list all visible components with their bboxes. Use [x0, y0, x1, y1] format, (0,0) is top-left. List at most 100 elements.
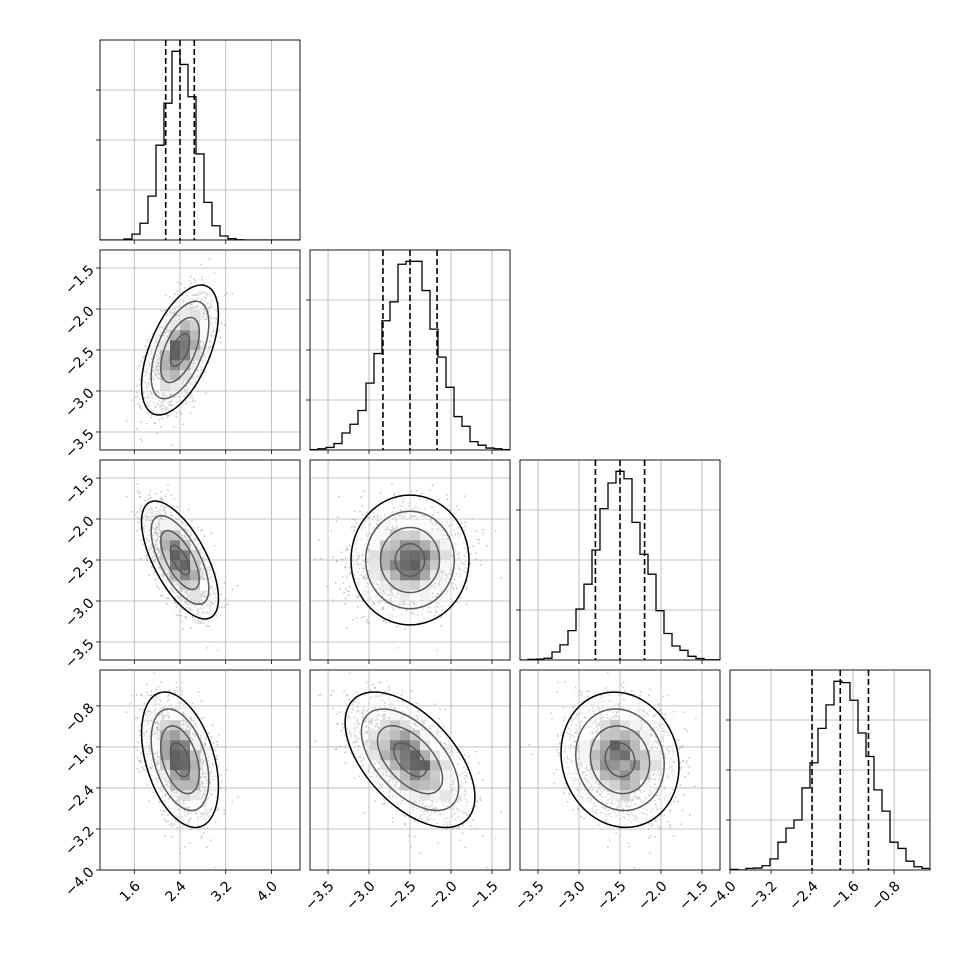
scatter-point	[161, 499, 163, 501]
scatter-point	[192, 398, 194, 400]
scatter-point	[168, 597, 170, 599]
scatter-point	[194, 400, 196, 402]
scatter-point	[174, 293, 176, 295]
scatter-point	[181, 413, 183, 415]
scatter-point	[146, 556, 148, 558]
scatter-point	[153, 571, 155, 573]
scatter-point	[174, 498, 176, 500]
scatter-point	[237, 246, 239, 248]
panel-0-0	[96, 40, 300, 244]
scatter-point	[151, 566, 153, 568]
scatter-point	[211, 532, 213, 534]
scatter-point	[198, 620, 200, 622]
scatter-point	[137, 490, 139, 492]
panel-2-1	[310, 460, 514, 664]
scatter-point	[206, 625, 208, 627]
scatter-point	[149, 575, 151, 577]
scatter-point	[237, 585, 239, 587]
scatter-point	[197, 391, 199, 393]
scatter-point	[173, 426, 175, 428]
scatter-point	[176, 506, 178, 508]
scatter-point	[220, 614, 222, 616]
scatter-point	[185, 616, 187, 618]
scatter-point	[361, 505, 363, 507]
scatter-point	[161, 310, 163, 312]
scatter-point	[167, 489, 169, 491]
scatter-point	[429, 489, 431, 491]
scatter-point	[131, 511, 133, 513]
scatter-point	[191, 394, 193, 396]
scatter-point	[141, 539, 143, 541]
scatter-point	[465, 526, 467, 528]
scatter-point	[185, 400, 187, 402]
scatter-point	[144, 345, 146, 347]
scatter-point	[140, 438, 142, 440]
scatter-point	[147, 560, 149, 562]
scatter-point	[146, 558, 148, 560]
scatter-point	[137, 516, 139, 518]
scatter-point	[161, 418, 163, 420]
scatter-point	[191, 283, 193, 285]
ytick-label-1-1: −3.0	[62, 385, 97, 420]
scatter-point	[224, 324, 226, 326]
scatter-point	[177, 282, 179, 284]
scatter-point	[140, 421, 142, 423]
scatter-point	[171, 444, 173, 446]
scatter-point	[203, 623, 205, 625]
scatter-point	[136, 530, 138, 532]
scatter-point	[177, 290, 179, 292]
scatter-point	[220, 337, 222, 339]
panel-2-0: −3.5−3.0−2.5−2.0−1.5	[62, 460, 300, 672]
ytick-label-1-0: −3.5	[62, 426, 97, 461]
scatter-point	[141, 440, 143, 442]
scatter-point	[144, 500, 146, 502]
scatter-point	[200, 530, 202, 532]
scatter-point	[193, 278, 195, 280]
scatter-point	[225, 598, 227, 600]
scatter-point	[176, 412, 178, 414]
scatter-point	[160, 426, 162, 428]
scatter-point	[224, 606, 226, 608]
scatter-point	[190, 276, 192, 278]
scatter-point	[200, 264, 202, 266]
scatter-point	[393, 492, 395, 494]
scatter-point	[189, 280, 191, 282]
scatter-point	[157, 433, 159, 435]
scatter-point	[139, 361, 141, 363]
scatter-point	[139, 398, 141, 400]
ytick-label-2-1: −3.0	[62, 595, 97, 630]
scatter-point	[139, 496, 141, 498]
scatter-point	[191, 520, 193, 522]
scatter-point	[226, 604, 228, 606]
ytick-label-2-0: −3.5	[62, 636, 97, 671]
scatter-point	[139, 508, 141, 510]
panel-1-1	[306, 250, 510, 454]
scatter-point	[189, 396, 191, 398]
ytick-label-1-2: −2.5	[62, 344, 97, 379]
scatter-point	[354, 510, 356, 512]
scatter-point	[336, 520, 338, 522]
scatter-point	[220, 342, 222, 344]
scatter-point	[139, 510, 141, 512]
scatter-point	[176, 606, 178, 608]
scatter-point	[135, 397, 137, 399]
scatter-point	[194, 280, 196, 282]
scatter-point	[149, 490, 151, 492]
scatter-point	[177, 294, 179, 296]
scatter-point	[135, 514, 137, 516]
scatter-point	[204, 371, 206, 373]
scatter-point	[146, 423, 148, 425]
scatter-point	[179, 411, 181, 413]
scatter-point	[194, 621, 196, 623]
scatter-point	[140, 558, 142, 560]
scatter-point	[130, 477, 132, 479]
scatter-point	[160, 491, 162, 493]
scatter-point	[136, 511, 138, 513]
scatter-point	[218, 329, 220, 331]
scatter-point	[139, 378, 141, 380]
scatter-point	[193, 406, 195, 408]
scatter-point	[164, 309, 166, 311]
scatter-point	[220, 593, 222, 595]
scatter-point	[137, 395, 139, 397]
